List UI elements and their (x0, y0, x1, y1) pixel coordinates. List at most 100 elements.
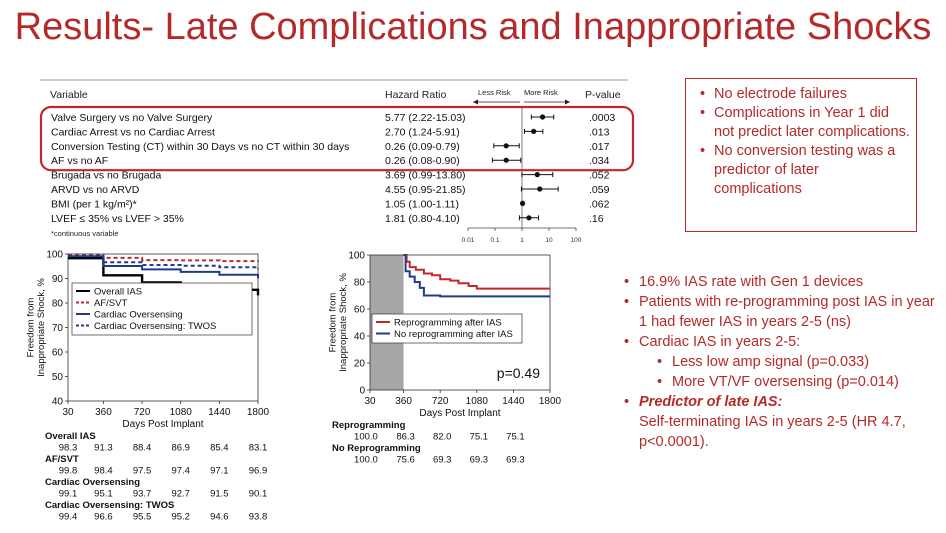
forest-row-variable: Cardiac Arrest vs no Cardiac Arrest (51, 126, 215, 138)
complications-item: Complications in Year 1 did not predict … (700, 104, 910, 142)
forest-x-tick-label: 100 (571, 237, 582, 244)
km-legend-box (71, 282, 253, 336)
km-x-tick-label: 1080 (466, 396, 489, 407)
forest-x-tick-label: 10 (545, 237, 553, 244)
km-table-value: 91.5 (210, 489, 229, 500)
km-table-label: Cardiac Oversensing (45, 477, 140, 488)
forest-row-hr: 5.77 (2.22-15.03) (385, 112, 466, 124)
km-table-value: 98.3 (59, 443, 78, 454)
km-table-value: 86.3 (396, 432, 415, 443)
km-table-value: 99.8 (59, 466, 78, 477)
complications-box: No electrode failures Complications in Y… (685, 78, 917, 232)
km-y-tick-label: 80 (354, 278, 366, 289)
predictor-text: Self-terminating IAS in years 2-5 (HR 4.… (639, 414, 906, 450)
km-plot-frame (369, 254, 551, 391)
forest-row-p: .034 (589, 155, 610, 167)
forest-header-more: More Risk (524, 88, 558, 97)
forest-row-variable: AF vs no AF (51, 155, 108, 167)
km-legend-label: Cardiac Oversensing: TWOS (94, 321, 216, 332)
ias-sub-bullet: Less low amp signal (p=0.033) (657, 352, 942, 372)
km-table-value: 90.1 (249, 489, 268, 500)
km-chart-by-cause: 30 360 720 1080 1440 1800 40 50 60 70 80 90 100 Days … (25, 250, 269, 523)
km-x-tick-label: 360 (395, 396, 412, 407)
km-table-label: No Reprogramming (332, 443, 421, 454)
forest-row-variable: Brugada vs no Brugada (51, 170, 161, 182)
forest-x-tick-label: 0.1 (490, 237, 499, 244)
km-series-line (403, 254, 550, 290)
km-y-axis-label: Freedom fromInappropriate Shock, % (25, 278, 47, 377)
km-legend-label: Overall IAS (94, 287, 142, 298)
km-table-value: 85.4 (210, 443, 229, 454)
km-y-tick-label: 40 (52, 397, 64, 408)
km-table-label: AF/SVT (45, 454, 79, 465)
forest-row-p: .017 (589, 141, 610, 153)
km-table-value: 96.9 (249, 466, 268, 477)
forest-row-p: .0003 (589, 112, 615, 124)
km-x-axis-label: Days Post Implant (419, 408, 500, 419)
km-table-value: 97.4 (171, 466, 190, 477)
km-x-tick-label: 1080 (170, 407, 193, 418)
km-chart-reprogramming: 30 360 720 1080 1440 1800 0 20 40 60 80 100 Days Pos… (327, 251, 561, 466)
km-y-tick-label: 60 (354, 305, 366, 316)
forest-row-hr: 1.05 (1.00-1.11) (385, 198, 459, 210)
forest-row-p: .16 (589, 213, 604, 225)
less-risk-arrowhead (473, 99, 478, 105)
forest-row-hr: 3.69 (0.99-13.80) (385, 170, 466, 182)
forest-row-hr: 4.55 (0.95-21.85) (385, 184, 466, 196)
km-x-tick-label: 30 (62, 407, 74, 418)
km-table-label: Reprogramming (332, 420, 406, 431)
km-table-value: 86.9 (171, 443, 190, 454)
forest-row-p: .013 (589, 126, 610, 138)
km-x-tick-label: 1440 (502, 396, 525, 407)
forest-row-p: .059 (589, 184, 610, 196)
km-y-tick-label: 100 (46, 250, 63, 261)
km-series-line (403, 254, 550, 298)
forest-header-hr: Hazard Ratio (385, 89, 446, 101)
km-x-tick-label: 1440 (208, 407, 231, 418)
forest-point (503, 143, 509, 149)
km-table-label: Cardiac Oversensing: TWOS (45, 500, 174, 511)
forest-x-tick-label: 0.01 (462, 237, 475, 244)
ias-bullet: Predictor of late IAS: (624, 392, 942, 412)
km-table-label: Overall IAS (45, 431, 96, 442)
km-table-value: 99.4 (59, 512, 78, 523)
forest-row-variable: ARVD vs no ARVD (51, 184, 140, 196)
km-y-tick-label: 40 (354, 332, 366, 343)
km-x-tick-label: 360 (95, 407, 112, 418)
km-legend-label: AF/SVT (94, 298, 127, 309)
km-y-tick-label: 70 (52, 323, 64, 334)
forest-row-p: .062 (589, 198, 610, 210)
complications-item: No conversion testing was a predictor of… (700, 142, 910, 199)
forest-row-hr: 0.26 (0.09-0.79) (385, 141, 460, 153)
km-table-value: 100.0 (354, 455, 378, 466)
forest-row-hr: 2.70 (1.24-5.91) (385, 126, 460, 138)
forest-header-p: P-value (585, 89, 621, 101)
ias-bullet: 16.9% IAS rate with Gen 1 devices (624, 272, 942, 292)
km-table-value: 75.1 (470, 432, 489, 443)
ias-bullet: Patients with re-programming post IAS in… (624, 292, 942, 332)
forest-point (503, 157, 509, 163)
km-table-value: 95.2 (171, 512, 190, 523)
km-table-value: 75.1 (506, 432, 525, 443)
km-legend-label: Reprogramming after IAS (394, 318, 502, 329)
slide-title: Results- Late Complications and Inapprop… (14, 6, 932, 48)
forest-point (539, 114, 546, 120)
km-y-tick-label: 50 (52, 372, 64, 383)
km-table-value: 91.3 (94, 443, 113, 454)
km-table-value: 69.3 (506, 455, 525, 466)
km-table-value: 94.6 (210, 512, 229, 523)
km-y-tick-label: 0 (359, 386, 365, 397)
km-legend-box (371, 313, 523, 344)
km-y-tick-label: 100 (348, 251, 365, 262)
forest-point (519, 200, 526, 206)
forest-point (531, 128, 537, 134)
complications-item: No electrode failures (700, 85, 910, 104)
forest-row-variable: LVEF ≤ 35% vs LVEF > 35% (51, 213, 184, 225)
ias-sub-bullet: More VT/VF oversensing (p=0.014) (657, 372, 942, 392)
km-x-axis-label: Days Post Implant (122, 419, 203, 430)
km-y-tick-label: 80 (52, 299, 64, 310)
km-series-line (68, 254, 259, 270)
km-y-tick-label: 20 (354, 359, 366, 370)
forest-highlight-box (39, 105, 635, 172)
